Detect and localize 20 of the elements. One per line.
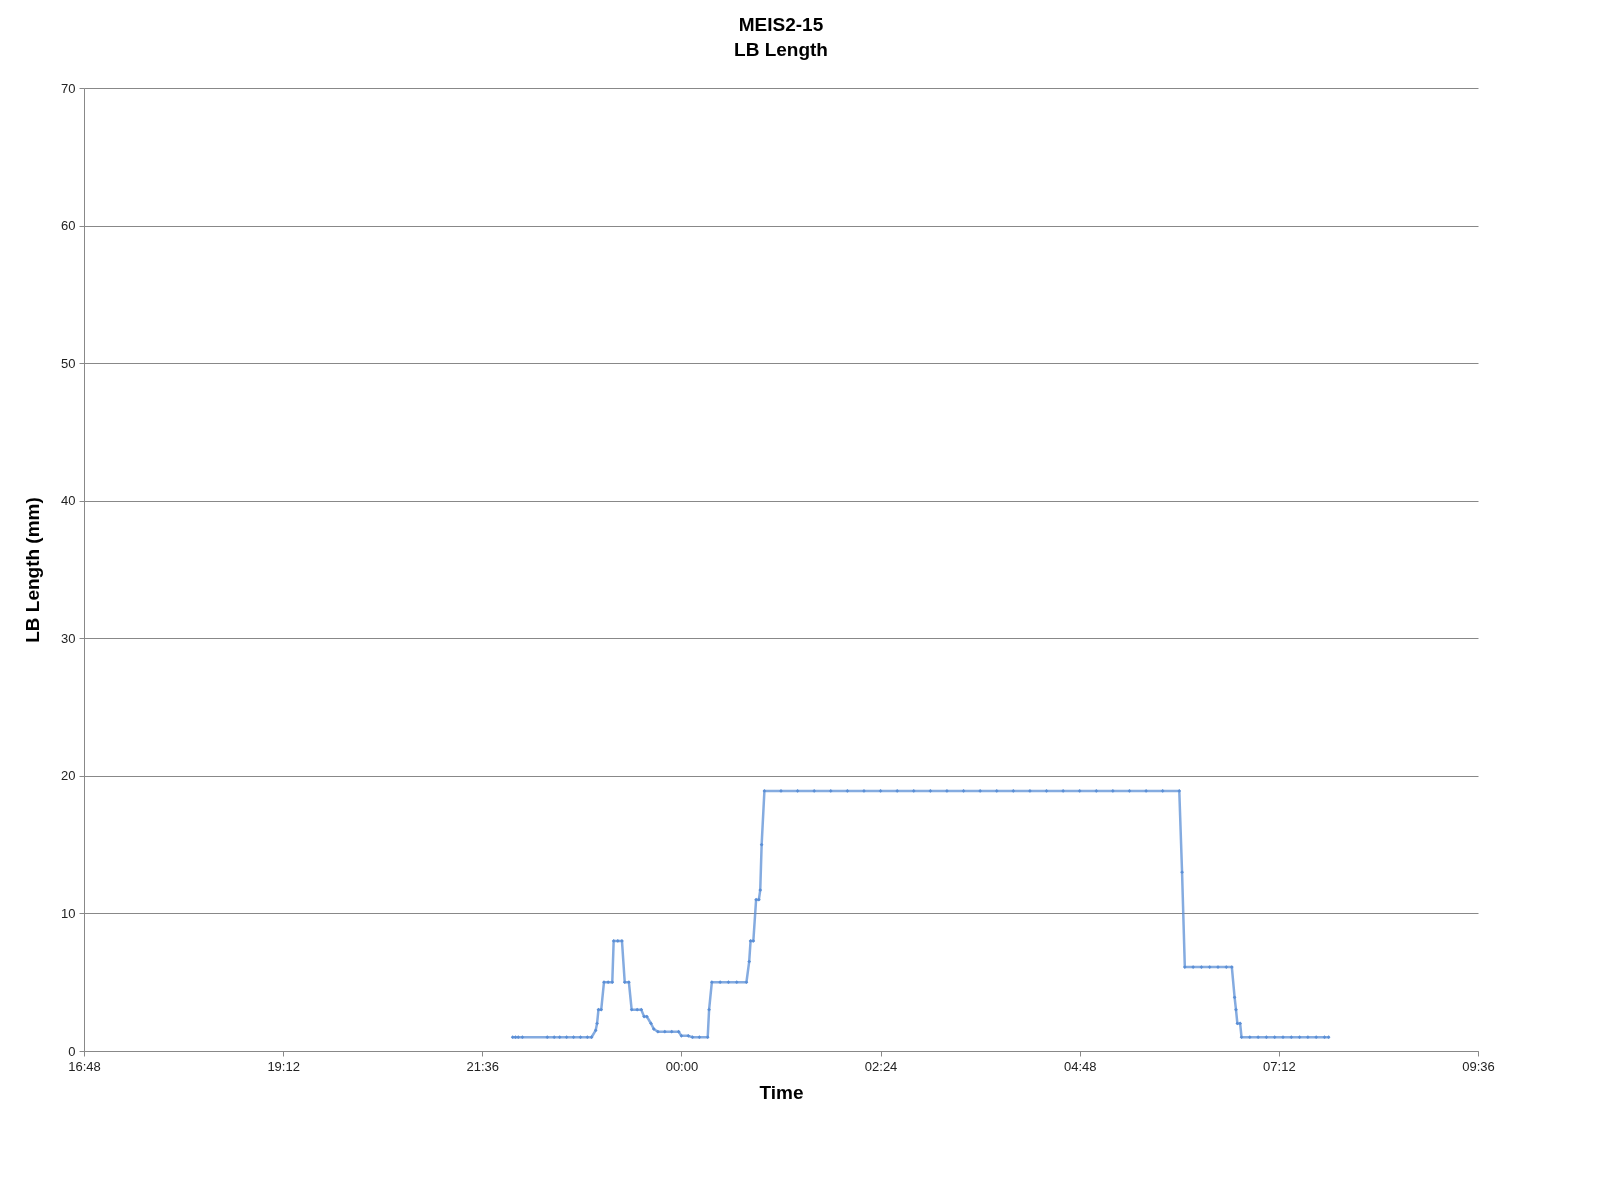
y-tick-label: 20	[61, 768, 76, 784]
chart-title: MEIS2-15	[738, 14, 824, 35]
y-tick-label: 10	[61, 905, 76, 921]
y-tick-label: 50	[61, 355, 76, 371]
x-tick-label: 04:48	[1063, 1058, 1097, 1074]
y-tick-label: 70	[61, 80, 76, 96]
x-tick-label: 09:36	[1462, 1058, 1495, 1074]
x-tick-label: 07:12	[1263, 1058, 1296, 1074]
x-tick-label: 00:00	[665, 1058, 699, 1074]
x-tick-label: 21:36	[466, 1058, 500, 1074]
y-tick-label: 0	[68, 1043, 76, 1059]
y-tick-label: 40	[61, 493, 76, 509]
x-axis-title: Time	[759, 1081, 804, 1103]
x-tick-label: 19:12	[267, 1058, 300, 1074]
chart-subtitle: LB Length	[734, 39, 828, 60]
y-tick-label: 30	[61, 630, 76, 646]
y-axis-title: LB Length (mm)	[22, 497, 44, 643]
x-tick-label: 02:24	[864, 1058, 898, 1074]
x-tick-label: 16:48	[68, 1058, 101, 1074]
y-tick-label: 60	[61, 218, 76, 234]
